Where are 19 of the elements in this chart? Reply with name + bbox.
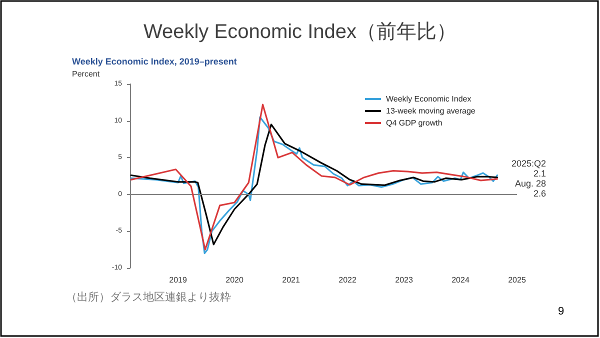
text: 2.1 [533,168,546,178]
text: 9 [558,306,564,318]
chart-subtitle: Weekly Economic Index, 2019–present [72,56,237,66]
text: （出所）ダラス地区連銀より抜粋 [66,290,231,304]
legend-label: Weekly Economic Index [386,94,472,104]
annotation: 2025:Q2 [511,158,546,168]
x-tick-label: 2023 [395,276,414,284]
chart-title: Weekly Economic Index（前年比） [143,21,457,43]
annotation: Aug. 28 [514,178,546,188]
text: 2.6 [533,188,546,198]
x-tick-label: 2020 [226,276,244,284]
x-tick-label: 2025 [508,276,526,284]
y-axis-title: Percent [72,70,100,78]
x-tick-label: 2022 [338,276,357,284]
x-tick-label: 2021 [282,276,300,284]
x-tick-label: 2019 [169,276,188,284]
x-tick-label: 2024 [452,276,470,284]
legend-label: Q4 GDP growth [386,118,442,128]
legend-label: 13-week moving average [386,106,476,116]
